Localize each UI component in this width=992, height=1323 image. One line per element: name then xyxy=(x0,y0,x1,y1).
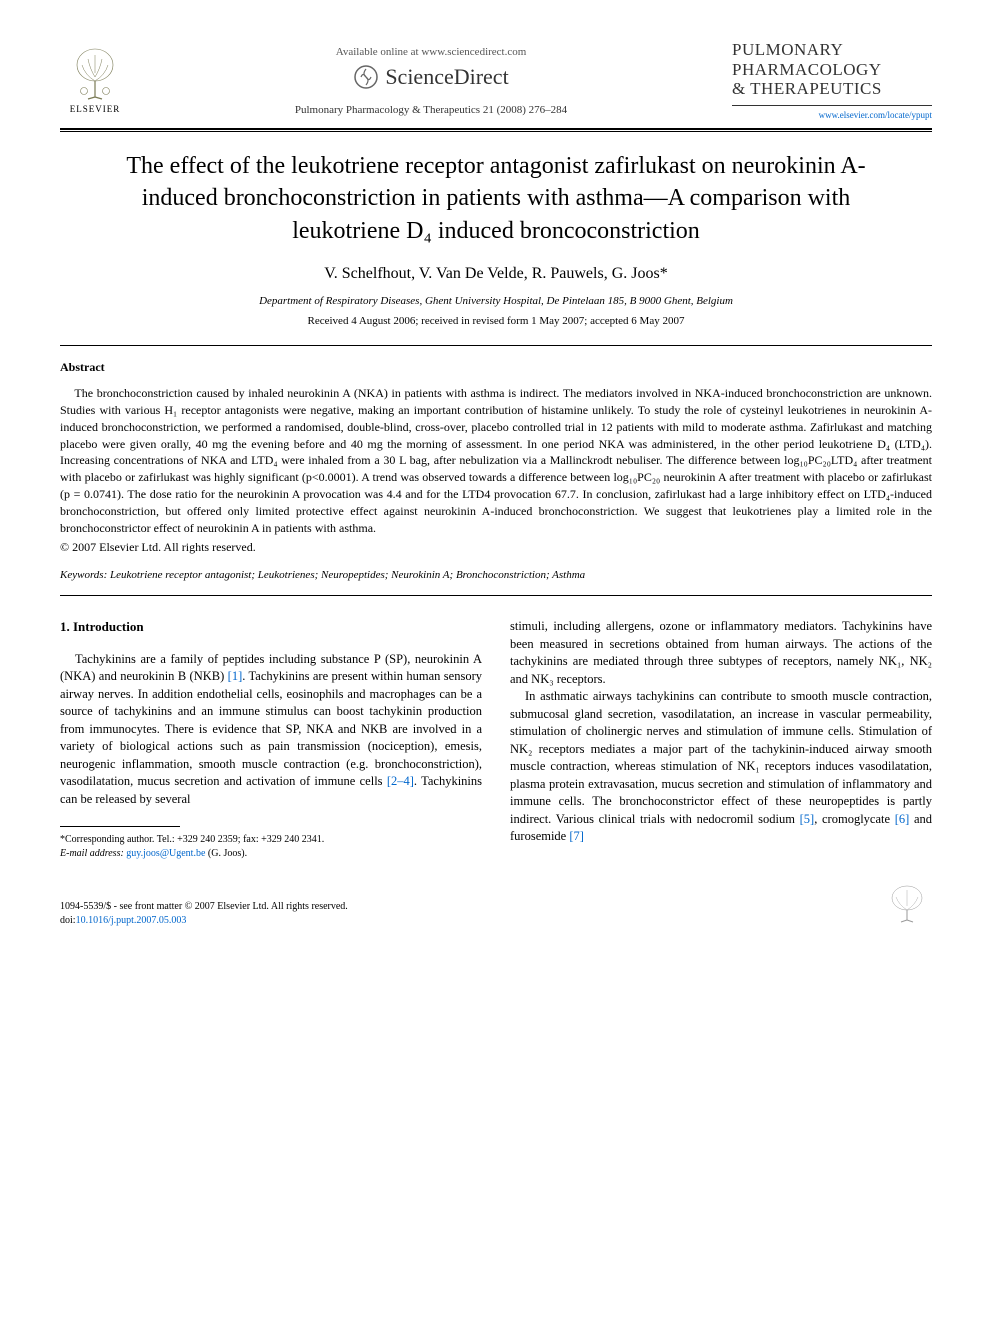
keywords-list: Leukotriene receptor antagonist; Leukotr… xyxy=(110,569,585,581)
footnote-email-label: E-mail address: xyxy=(60,848,124,859)
header-rule-thick xyxy=(60,128,932,130)
page-footer: 1094-5539/$ - see front matter © 2007 El… xyxy=(60,884,932,927)
authors: V. Schelfhout, V. Van De Velde, R. Pauwe… xyxy=(60,265,932,283)
abstract-body: The bronchoconstriction caused by inhale… xyxy=(60,385,932,536)
available-online-text: Available online at www.sciencedirect.co… xyxy=(130,46,732,58)
journal-title-line3: & THERAPEUTICS xyxy=(732,79,932,99)
abstract-copyright: © 2007 Elsevier Ltd. All rights reserved… xyxy=(60,540,932,555)
journal-title-line1: PULMONARY xyxy=(732,40,932,60)
keywords-label: Keywords: xyxy=(60,569,107,581)
footer-tree-icon xyxy=(882,884,932,924)
intro-paragraph-1: Tachykinins are a family of peptides inc… xyxy=(60,651,482,809)
footnote-separator xyxy=(60,826,180,827)
article-title: The effect of the leukotriene receptor a… xyxy=(90,150,902,247)
intro-paragraph-2: stimuli, including allergens, ozone or i… xyxy=(510,618,932,688)
intro-paragraph-3: In asthmatic airways tachykinins can con… xyxy=(510,688,932,846)
intro-p3-text-b: , cromoglycate xyxy=(814,812,894,826)
pre-abstract-rule xyxy=(60,345,932,346)
intro-p1-text-b: . Tachykinins are present within human s… xyxy=(60,669,482,788)
journal-title-line2: PHARMACOLOGY xyxy=(732,60,932,80)
body-columns: 1. Introduction Tachykinins are a family… xyxy=(60,618,932,860)
keywords: Keywords: Leukotriene receptor antagonis… xyxy=(60,569,932,581)
footer-left: 1094-5539/$ - see front matter © 2007 El… xyxy=(60,900,348,927)
sciencedirect-icon xyxy=(353,64,379,90)
ref-link-1[interactable]: [1] xyxy=(228,669,243,683)
footer-right-logo xyxy=(882,884,932,927)
intro-heading: 1. Introduction xyxy=(60,618,482,636)
journal-url[interactable]: www.elsevier.com/locate/ypupt xyxy=(732,110,932,120)
post-keywords-rule xyxy=(60,595,932,596)
ref-link-5[interactable]: [5] xyxy=(800,812,815,826)
intro-p3-text-a: In asthmatic airways tachykinins can con… xyxy=(510,689,932,826)
issn-line: 1094-5539/$ - see front matter © 2007 El… xyxy=(60,900,348,914)
footnote-email-name: (G. Joos). xyxy=(208,848,247,859)
journal-reference: Pulmonary Pharmacology & Therapeutics 21… xyxy=(130,104,732,116)
footnote-corr: *Corresponding author. Tel.: +329 240 23… xyxy=(60,833,482,847)
elsevier-tree-icon xyxy=(70,47,120,102)
elsevier-label: ELSEVIER xyxy=(70,104,121,114)
ref-link-2-4[interactable]: [2–4] xyxy=(387,774,414,788)
ref-link-6[interactable]: [6] xyxy=(895,812,910,826)
center-header: Available online at www.sciencedirect.co… xyxy=(130,40,732,116)
elsevier-logo: ELSEVIER xyxy=(60,40,130,120)
corresponding-author-footnote: *Corresponding author. Tel.: +329 240 23… xyxy=(60,833,482,860)
header-rule-thin xyxy=(60,131,932,132)
abstract-heading: Abstract xyxy=(60,360,932,375)
affiliation: Department of Respiratory Diseases, Ghen… xyxy=(60,295,932,307)
doi-line: doi:10.1016/j.pupt.2007.05.003 xyxy=(60,914,348,928)
ref-link-7[interactable]: [7] xyxy=(569,829,584,843)
article-dates: Received 4 August 2006; received in revi… xyxy=(60,315,932,327)
sciencedirect-label: ScienceDirect xyxy=(385,64,508,90)
doi-label: doi: xyxy=(60,915,76,926)
sciencedirect-brand: ScienceDirect xyxy=(130,64,732,90)
left-column: 1. Introduction Tachykinins are a family… xyxy=(60,618,482,860)
right-column: stimuli, including allergens, ozone or i… xyxy=(510,618,932,860)
page-header: ELSEVIER Available online at www.science… xyxy=(60,40,932,120)
doi-link[interactable]: 10.1016/j.pupt.2007.05.003 xyxy=(76,915,187,926)
journal-logo-box: PULMONARY PHARMACOLOGY & THERAPEUTICS ww… xyxy=(732,40,932,120)
footnote-email-row: E-mail address: guy.joos@Ugent.be (G. Jo… xyxy=(60,847,482,861)
footnote-email-link[interactable]: guy.joos@Ugent.be xyxy=(126,848,205,859)
